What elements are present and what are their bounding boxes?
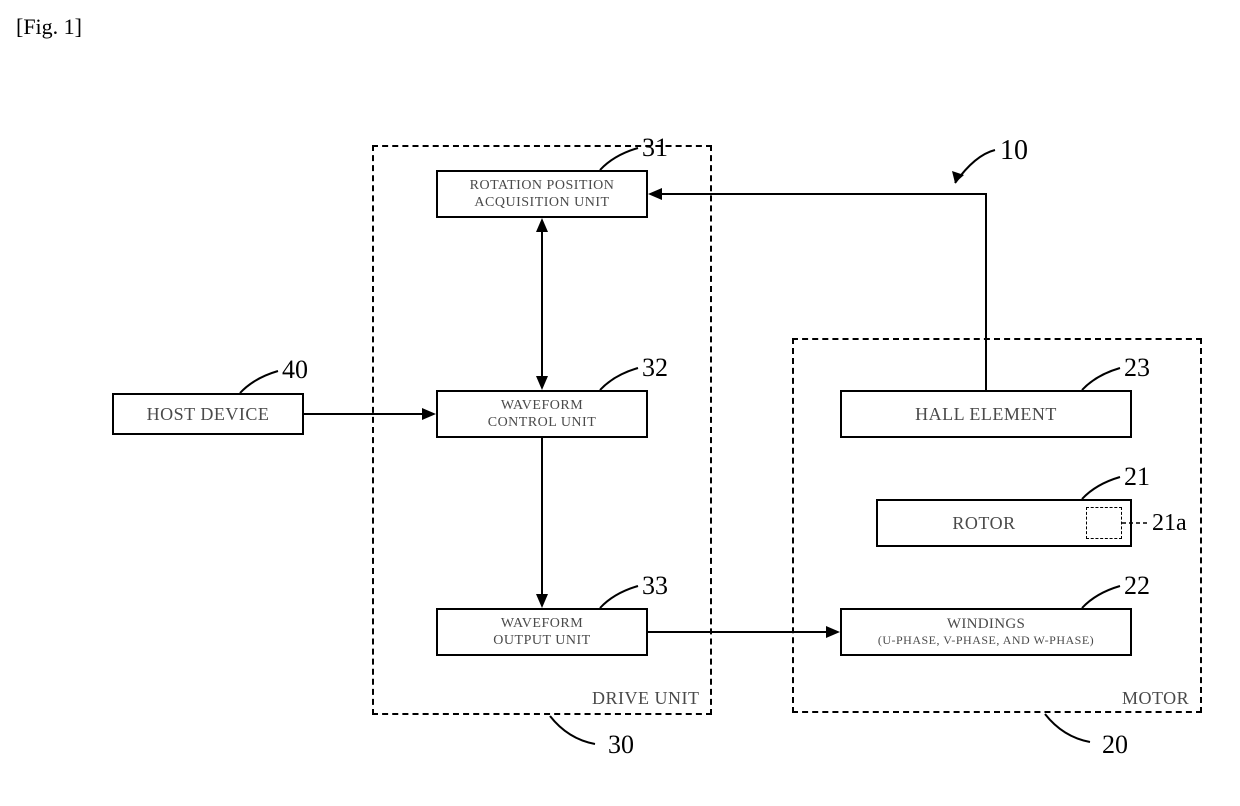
rot-pos-line2: ACQUISITION UNIT bbox=[474, 194, 609, 212]
refnum-31: 31 bbox=[642, 133, 668, 163]
refnum-22: 22 bbox=[1124, 571, 1150, 601]
windings-block: WINDINGS (U-PHASE, V-PHASE, AND W-PHASE) bbox=[840, 608, 1132, 656]
rotation-position-block: ROTATION POSITION ACQUISITION UNIT bbox=[436, 170, 648, 218]
arrow-rotpos-wavectrl bbox=[536, 218, 548, 390]
refnum-21a: 21a bbox=[1152, 510, 1187, 537]
refnum-21: 21 bbox=[1124, 462, 1150, 492]
waveform-output-block: WAVEFORM OUTPUT UNIT bbox=[436, 608, 648, 656]
rotor-sub-dashed bbox=[1086, 507, 1122, 539]
windings-line1: WINDINGS bbox=[947, 616, 1025, 633]
leader-20 bbox=[1045, 712, 1100, 752]
host-label: HOST DEVICE bbox=[147, 404, 270, 425]
waveform-control-block: WAVEFORM CONTROL UNIT bbox=[436, 390, 648, 438]
refnum-20: 20 bbox=[1102, 730, 1128, 760]
wave-ctrl-line1: WAVEFORM bbox=[501, 397, 583, 415]
refnum-30: 30 bbox=[608, 730, 634, 760]
drive-unit-label: DRIVE UNIT bbox=[592, 688, 699, 709]
refnum-10: 10 bbox=[1000, 135, 1028, 167]
figure-caption: [Fig. 1] bbox=[16, 14, 82, 40]
hall-label: HALL ELEMENT bbox=[915, 404, 1057, 425]
wave-out-line1: WAVEFORM bbox=[501, 615, 583, 633]
arrow-hall-to-rotpos bbox=[648, 186, 990, 398]
arrow-waveout-to-windings bbox=[648, 626, 840, 638]
refnum-23: 23 bbox=[1124, 353, 1150, 383]
windings-line2: (U-PHASE, V-PHASE, AND W-PHASE) bbox=[878, 633, 1094, 648]
host-device-block: HOST DEVICE bbox=[112, 393, 304, 435]
refnum-40: 40 bbox=[282, 355, 308, 385]
refnum-33: 33 bbox=[642, 571, 668, 601]
motor-label: MOTOR bbox=[1122, 688, 1189, 709]
rot-pos-line1: ROTATION POSITION bbox=[470, 177, 615, 195]
arrow-host-to-wavectrl bbox=[304, 408, 436, 420]
leader-21a bbox=[1122, 520, 1152, 526]
leader-30 bbox=[550, 714, 605, 754]
wave-out-line2: OUTPUT UNIT bbox=[493, 632, 590, 650]
wave-ctrl-line2: CONTROL UNIT bbox=[488, 414, 597, 432]
rotor-label: ROTOR bbox=[952, 513, 1015, 534]
arrow-wavectrl-to-waveout bbox=[536, 438, 548, 608]
